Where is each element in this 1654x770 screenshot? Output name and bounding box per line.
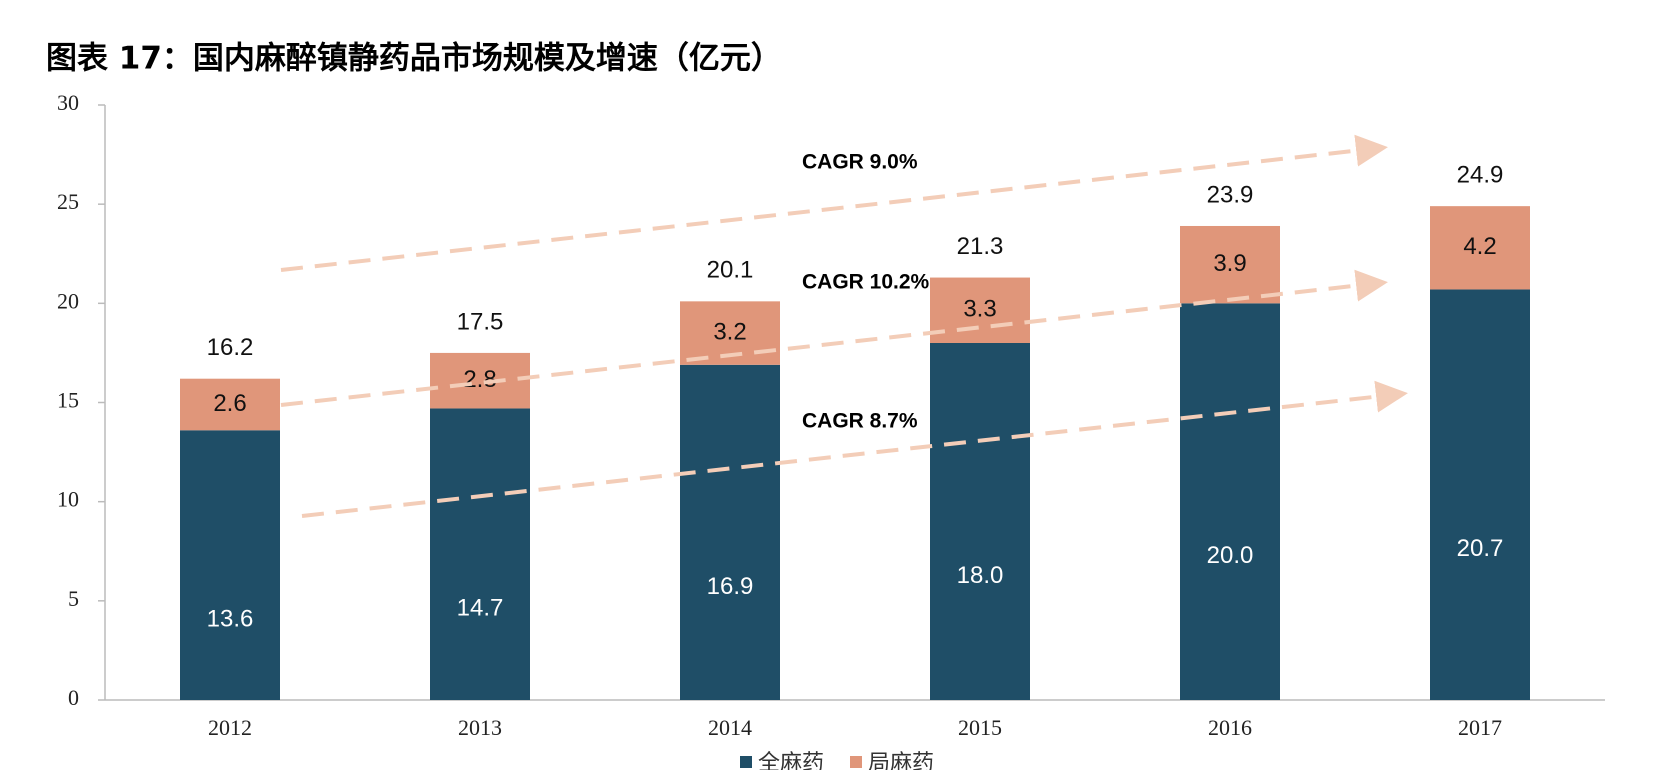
data-label: 2.8	[463, 366, 496, 393]
data-label: 14.7	[457, 595, 504, 622]
bar-segment	[930, 277, 1030, 343]
cagr-label: CAGR 9.0%	[802, 151, 918, 174]
x-tick-label: 2013	[458, 715, 502, 740]
bar-segment	[1430, 206, 1530, 290]
data-label: 3.9	[1213, 250, 1246, 277]
bar-segment	[680, 364, 780, 700]
bar-segment	[1430, 289, 1530, 700]
trend-arrow	[280, 134, 1388, 272]
total-label: 21.3	[957, 233, 1004, 260]
trend-arrow	[301, 380, 1408, 518]
x-tick-label: 2012	[208, 715, 252, 740]
bar-segment	[430, 352, 530, 409]
y-tick-label: 0	[68, 685, 79, 710]
data-label: 20.0	[1207, 542, 1254, 569]
legend-label: 局麻药	[868, 751, 934, 770]
data-label: 3.2	[713, 318, 746, 345]
legend-label: 全麻药	[758, 751, 824, 770]
data-label: 18.0	[957, 562, 1004, 589]
y-tick-label: 20	[57, 288, 79, 313]
bar-segment	[1180, 303, 1280, 700]
y-tick-label: 15	[57, 388, 79, 413]
y-tick-label: 10	[57, 487, 79, 512]
data-label: 16.9	[707, 573, 754, 600]
y-tick-label: 30	[57, 90, 79, 115]
x-tick-label: 2016	[1208, 715, 1252, 740]
legend-swatch	[740, 756, 752, 768]
total-label: 20.1	[707, 257, 754, 284]
legend-swatch	[850, 756, 862, 768]
y-tick-label: 5	[68, 586, 79, 611]
cagr-label: CAGR 10.2%	[802, 271, 930, 294]
bar-segment	[930, 343, 1030, 700]
data-label: 2.6	[213, 390, 246, 417]
x-tick-label: 2015	[958, 715, 1002, 740]
y-tick-label: 25	[57, 189, 79, 214]
total-label: 16.2	[207, 334, 254, 361]
bar-segment	[180, 430, 280, 700]
x-tick-label: 2014	[708, 715, 752, 740]
data-label: 13.6	[207, 605, 254, 632]
cagr-overlay: CAGR 9.0% CAGR 10.2% CAGR 8.7%	[280, 134, 1408, 518]
cagr-label: CAGR 8.7%	[802, 410, 918, 433]
chart-title: 图表 17：国内麻醉镇静药品市场规模及增速（亿元）	[46, 41, 782, 77]
total-label: 17.5	[457, 308, 504, 335]
data-label: 20.7	[1457, 535, 1504, 562]
total-label: 23.9	[1207, 181, 1254, 208]
data-label: 4.2	[1463, 233, 1496, 260]
bar-segment	[180, 378, 280, 431]
bar-segment	[1180, 225, 1280, 304]
total-label: 24.9	[1457, 161, 1504, 188]
data-label: 3.3	[963, 296, 996, 323]
trend-arrow	[280, 269, 1388, 407]
bar-segment	[430, 408, 530, 700]
x-tick-label: 2017	[1458, 715, 1502, 740]
